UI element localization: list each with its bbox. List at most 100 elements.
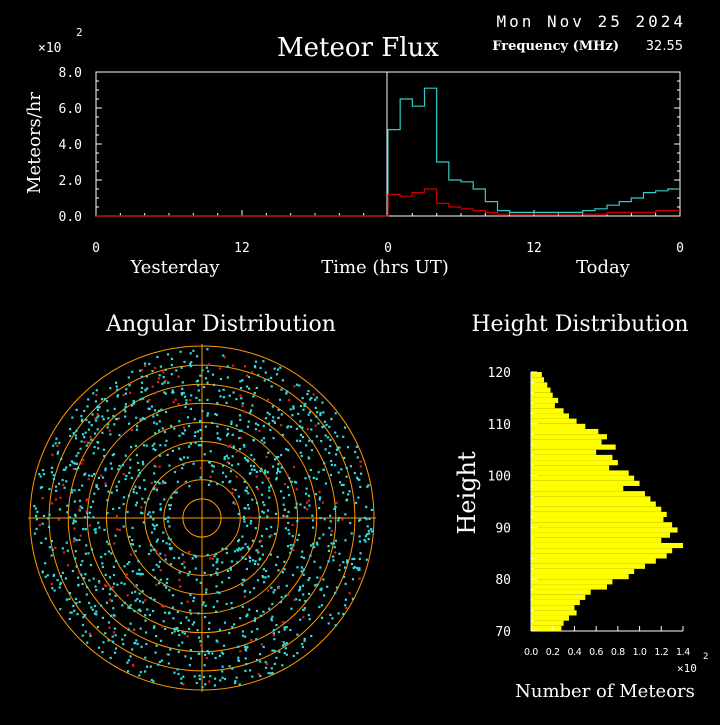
polar-point — [204, 653, 207, 656]
polar-point — [271, 672, 274, 675]
polar-point — [302, 408, 305, 411]
polar-point — [239, 386, 243, 390]
polar-point — [135, 428, 138, 431]
polar-point — [74, 597, 78, 600]
polar-point — [367, 484, 370, 487]
polar-point — [270, 385, 273, 388]
polar-point — [189, 612, 192, 615]
polar-point — [268, 535, 271, 538]
polar-point — [90, 438, 93, 441]
polar-point — [287, 494, 291, 497]
polar-point — [299, 420, 302, 423]
polar-point — [318, 498, 321, 501]
polar-point — [110, 552, 113, 555]
polar-point-overhead — [208, 363, 211, 366]
polar-point — [152, 486, 155, 490]
polar-point — [178, 434, 181, 437]
polar-point — [188, 445, 191, 448]
polar-point — [249, 556, 252, 559]
polar-point — [75, 454, 78, 457]
polar-point-overhead — [125, 573, 128, 576]
polar-point — [274, 458, 277, 461]
polar-point — [277, 416, 280, 420]
polar-point — [299, 503, 302, 506]
polar-point — [155, 524, 159, 527]
polar-point — [33, 504, 36, 508]
flux-series-group — [96, 87, 680, 217]
polar-point — [277, 585, 280, 588]
polar-point — [308, 439, 311, 442]
polar-point — [178, 571, 181, 574]
polar-point — [321, 426, 324, 429]
polar-point — [198, 678, 201, 681]
polar-point — [193, 435, 196, 438]
polar-point-overhead — [108, 626, 111, 629]
polar-point — [271, 615, 274, 618]
polar-point — [338, 569, 341, 572]
polar-point-overhead — [66, 564, 70, 567]
polar-point — [300, 555, 303, 558]
polar-point — [168, 525, 171, 528]
polar-point — [307, 413, 310, 416]
polar-point — [218, 628, 221, 631]
polar-point — [260, 534, 264, 538]
polar-point — [237, 659, 240, 662]
polar-point — [217, 437, 220, 440]
polar-point — [190, 394, 193, 397]
polar-point — [73, 500, 76, 503]
polar-point — [132, 402, 136, 405]
polar-point-overhead — [150, 481, 153, 485]
polar-point — [303, 404, 306, 407]
polar-point — [122, 642, 125, 646]
polar-point — [227, 457, 230, 460]
polar-point — [327, 622, 330, 625]
polar-point — [284, 647, 287, 650]
polar-point — [259, 557, 262, 560]
polar-point-overhead — [260, 643, 264, 646]
polar-point — [311, 514, 314, 517]
polar-point — [95, 588, 98, 592]
polar-point — [183, 632, 186, 635]
flux-x-axis-label: Time (hrs UT) — [321, 257, 449, 278]
polar-point-overhead — [284, 516, 287, 519]
polar-point — [244, 635, 247, 638]
polar-point — [112, 415, 115, 418]
polar-point — [72, 461, 75, 464]
polar-point-overhead — [109, 598, 112, 601]
polar-point — [107, 550, 110, 553]
polar-point — [136, 597, 139, 601]
polar-point — [78, 488, 81, 492]
polar-point — [231, 455, 234, 458]
polar-point — [180, 602, 183, 605]
polar-point-overhead — [348, 592, 351, 595]
polar-point — [223, 456, 226, 459]
polar-point — [173, 556, 176, 560]
polar-point — [254, 527, 257, 530]
polar-point — [248, 560, 251, 563]
polar-point — [87, 516, 90, 519]
polar-point — [338, 552, 341, 555]
polar-point — [299, 404, 302, 408]
polar-point — [189, 609, 192, 612]
polar-point — [140, 375, 143, 378]
polar-point — [123, 601, 126, 604]
polar-point — [244, 489, 247, 492]
polar-point — [367, 529, 370, 532]
polar-point — [310, 544, 313, 547]
height-bar — [531, 542, 683, 549]
polar-point — [272, 591, 275, 594]
polar-point — [308, 576, 311, 580]
polar-point — [285, 653, 288, 656]
polar-point-overhead — [80, 462, 83, 465]
polar-point — [275, 373, 279, 376]
polar-point — [241, 634, 245, 637]
polar-point — [364, 535, 367, 538]
polar-point — [163, 481, 166, 484]
polar-point — [244, 543, 247, 546]
polar-point — [175, 491, 178, 494]
polar-point — [260, 493, 264, 496]
polar-point — [98, 526, 101, 529]
polar-point — [95, 389, 98, 392]
polar-point — [364, 540, 367, 543]
polar-point — [129, 466, 132, 469]
